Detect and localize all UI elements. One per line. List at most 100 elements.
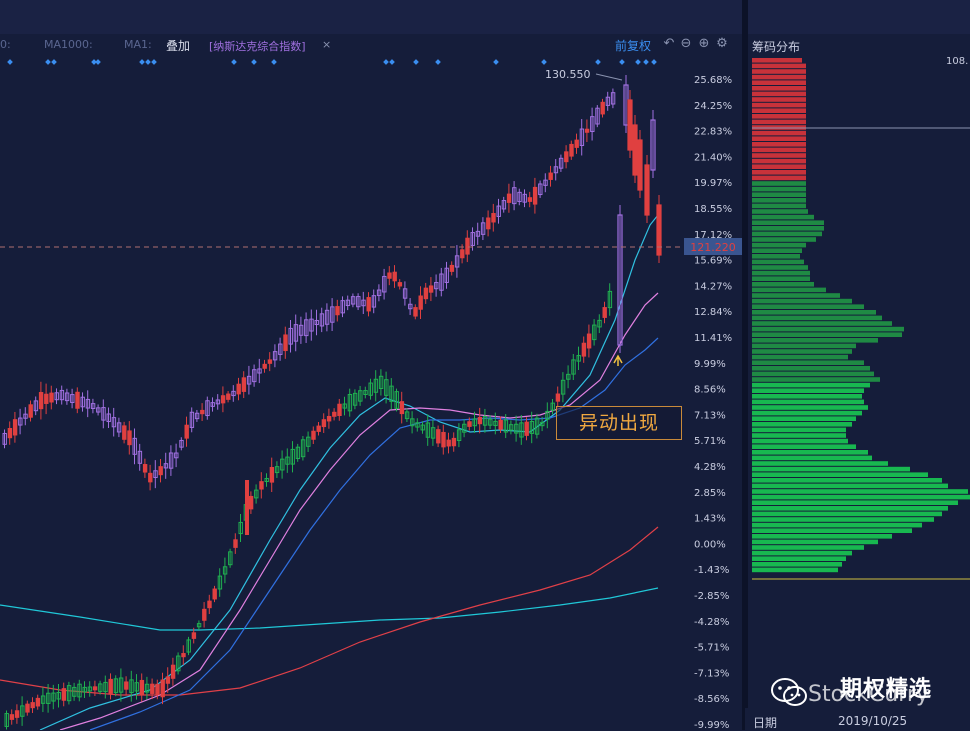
candle-body: [465, 237, 470, 255]
y-tick-label: 24.25%: [694, 101, 732, 112]
event-marker[interactable]: [595, 59, 601, 65]
overlay-body: [472, 418, 477, 427]
overlay-body: [103, 681, 108, 693]
chip-bar-loss: [752, 466, 910, 472]
event-marker[interactable]: [643, 59, 649, 65]
candle-body: [387, 272, 392, 279]
candle-body: [236, 383, 241, 395]
y-tick-label: 22.83%: [694, 127, 732, 138]
candle-body: [408, 303, 413, 310]
current-price-label: 121.220: [690, 241, 736, 254]
overlay-body: [368, 382, 373, 396]
minus-circle-icon[interactable]: ⊖: [680, 36, 692, 51]
y-tick-label: 7.13%: [694, 410, 726, 421]
chip-bar-profit: [752, 175, 806, 181]
overlay-body: [150, 683, 155, 694]
candle-body: [423, 287, 429, 300]
event-marker[interactable]: [619, 59, 625, 65]
candle-body: [226, 393, 231, 400]
chip-bar-loss: [752, 203, 806, 209]
chip-bar-loss: [752, 198, 806, 203]
candle-body: [205, 400, 210, 417]
max-price-label: 130.550: [545, 68, 591, 81]
chip-bar-profit: [752, 119, 806, 125]
overlay-button[interactable]: 叠加: [166, 39, 191, 53]
overlay-body: [295, 446, 301, 460]
candle-body: [345, 299, 351, 307]
y-tick-label: 9.99%: [694, 359, 726, 370]
candle-body: [600, 101, 605, 115]
candle-body: [512, 187, 517, 205]
overlay-body: [56, 691, 61, 700]
candle-body: [330, 306, 335, 323]
overlay-body: [113, 678, 119, 694]
ma-long-red-line: [0, 526, 659, 696]
candle-body: [122, 425, 127, 440]
candle-body: [127, 430, 132, 446]
candle-body: [627, 99, 633, 151]
overlay-body: [436, 429, 441, 444]
candle-body: [241, 377, 247, 392]
anomaly-annotation: 异动出现: [556, 406, 682, 440]
overlay-body: [124, 681, 129, 690]
y-tick-label: 4.28%: [694, 462, 726, 473]
overlay-body: [503, 419, 509, 433]
candle-body: [371, 295, 377, 308]
y-tick-label: 14.27%: [694, 281, 732, 292]
overlay-body: [264, 477, 269, 483]
overlay-body: [555, 393, 561, 402]
adjust-button[interactable]: 前复权: [615, 39, 652, 53]
candle-body: [610, 92, 616, 105]
chip-panel-title: 筹码分布: [752, 40, 801, 54]
overlay-body: [404, 411, 410, 420]
chip-bar-loss: [752, 455, 872, 461]
overlay-body: [342, 403, 347, 409]
y-tick-label: 25.68%: [694, 75, 732, 86]
chip-bar-profit: [752, 147, 806, 153]
candle-body: [324, 309, 330, 325]
event-marker[interactable]: [635, 59, 641, 65]
overlay-body: [66, 685, 72, 702]
overlay-body: [285, 456, 290, 465]
overlay-body: [581, 342, 587, 357]
chip-bar-loss: [752, 534, 892, 539]
candle-body: [215, 399, 221, 405]
candle-body: [564, 151, 569, 163]
overlay-body: [321, 419, 327, 428]
overlay-body: [415, 422, 420, 428]
ma-label-cut: 0:: [0, 38, 11, 51]
candle-body: [101, 407, 106, 421]
overlay-body: [155, 683, 160, 696]
plus-circle-icon[interactable]: ⊕: [698, 36, 710, 51]
chip-bar-loss: [752, 332, 902, 337]
candle-body: [558, 157, 564, 169]
overlay-body: [228, 551, 233, 566]
overlay-body: [165, 676, 171, 684]
gear-icon[interactable]: ⚙: [716, 36, 728, 51]
candle-body: [605, 96, 611, 106]
overlay-body: [311, 430, 316, 440]
chip-bar-loss: [752, 562, 842, 567]
overlay-body: [498, 419, 503, 430]
candle-body: [517, 191, 522, 203]
overlay-body: [118, 677, 124, 693]
candle-body: [632, 124, 638, 176]
overlay-body: [191, 632, 197, 639]
overlay-body: [514, 423, 519, 434]
event-marker[interactable]: [541, 59, 547, 65]
undo-icon[interactable]: ↶: [663, 36, 675, 51]
event-marker[interactable]: [651, 59, 657, 65]
ma1000-label[interactable]: MA1000:: [44, 38, 93, 51]
chip-bar-profit: [752, 74, 806, 80]
overlay-body: [202, 608, 207, 621]
candle-body: [569, 143, 574, 157]
candle-body: [174, 452, 179, 459]
ma1-label[interactable]: MA1:: [124, 38, 152, 51]
chip-bar-loss: [752, 343, 856, 349]
close-overlay-button[interactable]: ×: [322, 38, 332, 51]
overlay-body: [20, 705, 25, 717]
chip-bar-loss: [752, 214, 814, 220]
candle-body: [96, 407, 101, 413]
overlay-body: [358, 390, 363, 402]
chip-bar-profit: [752, 91, 806, 97]
